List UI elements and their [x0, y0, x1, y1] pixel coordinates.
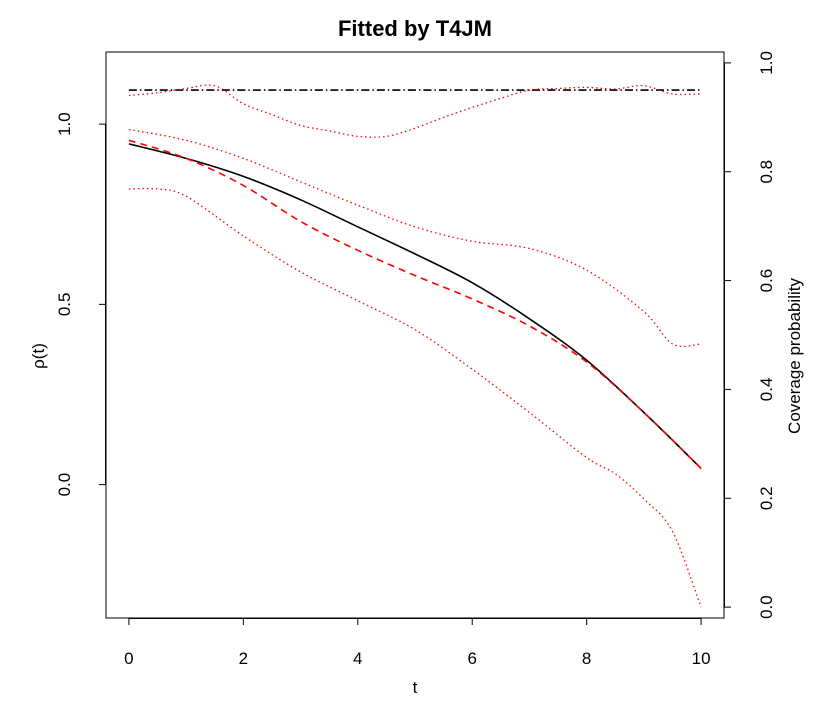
chart-title: Fitted by T4JM: [338, 16, 492, 41]
series-layer: [128, 84, 702, 608]
y2-axis-right: 0.0 0.2 0.4 0.6 0.8 1.0: [724, 51, 776, 619]
x-axis: 0 2 4 6 8 10: [124, 618, 711, 668]
x-tick-label: 10: [692, 649, 711, 668]
y-axis: 0.0 0.5 1.0: [55, 112, 106, 496]
plot-frame: [105, 51, 725, 619]
series-line-2-dashed: [128, 139, 702, 469]
series-line-4-dotted: [128, 187, 702, 608]
x-tick-label: 4: [353, 649, 362, 668]
y-axis-label: ρ(t): [29, 343, 48, 369]
y2-tick-label: 1.0: [757, 51, 776, 75]
x-tick-label: 0: [124, 649, 133, 668]
series-line-3-dotted: [128, 128, 702, 348]
y-tick-label: 0.5: [55, 293, 74, 317]
y2-tick-label: 0.2: [757, 486, 776, 510]
y-tick-label: 1.0: [55, 112, 74, 136]
series-line-1-solid: [128, 143, 702, 469]
x-tick-label: 8: [582, 649, 591, 668]
y2-tick-label: 0.0: [757, 595, 776, 619]
y2-tick-label: 0.6: [757, 269, 776, 293]
y2-tick-label: 0.4: [757, 378, 776, 402]
series-line-6-dotted: [128, 84, 702, 138]
x-tick-label: 6: [467, 649, 476, 668]
y2-axis-label: Coverage probability: [785, 278, 804, 434]
y2-tick-label: 0.8: [757, 160, 776, 184]
y-tick-label: 0.0: [55, 473, 74, 497]
x-tick-label: 2: [239, 649, 248, 668]
x-axis-label: t: [413, 678, 418, 697]
